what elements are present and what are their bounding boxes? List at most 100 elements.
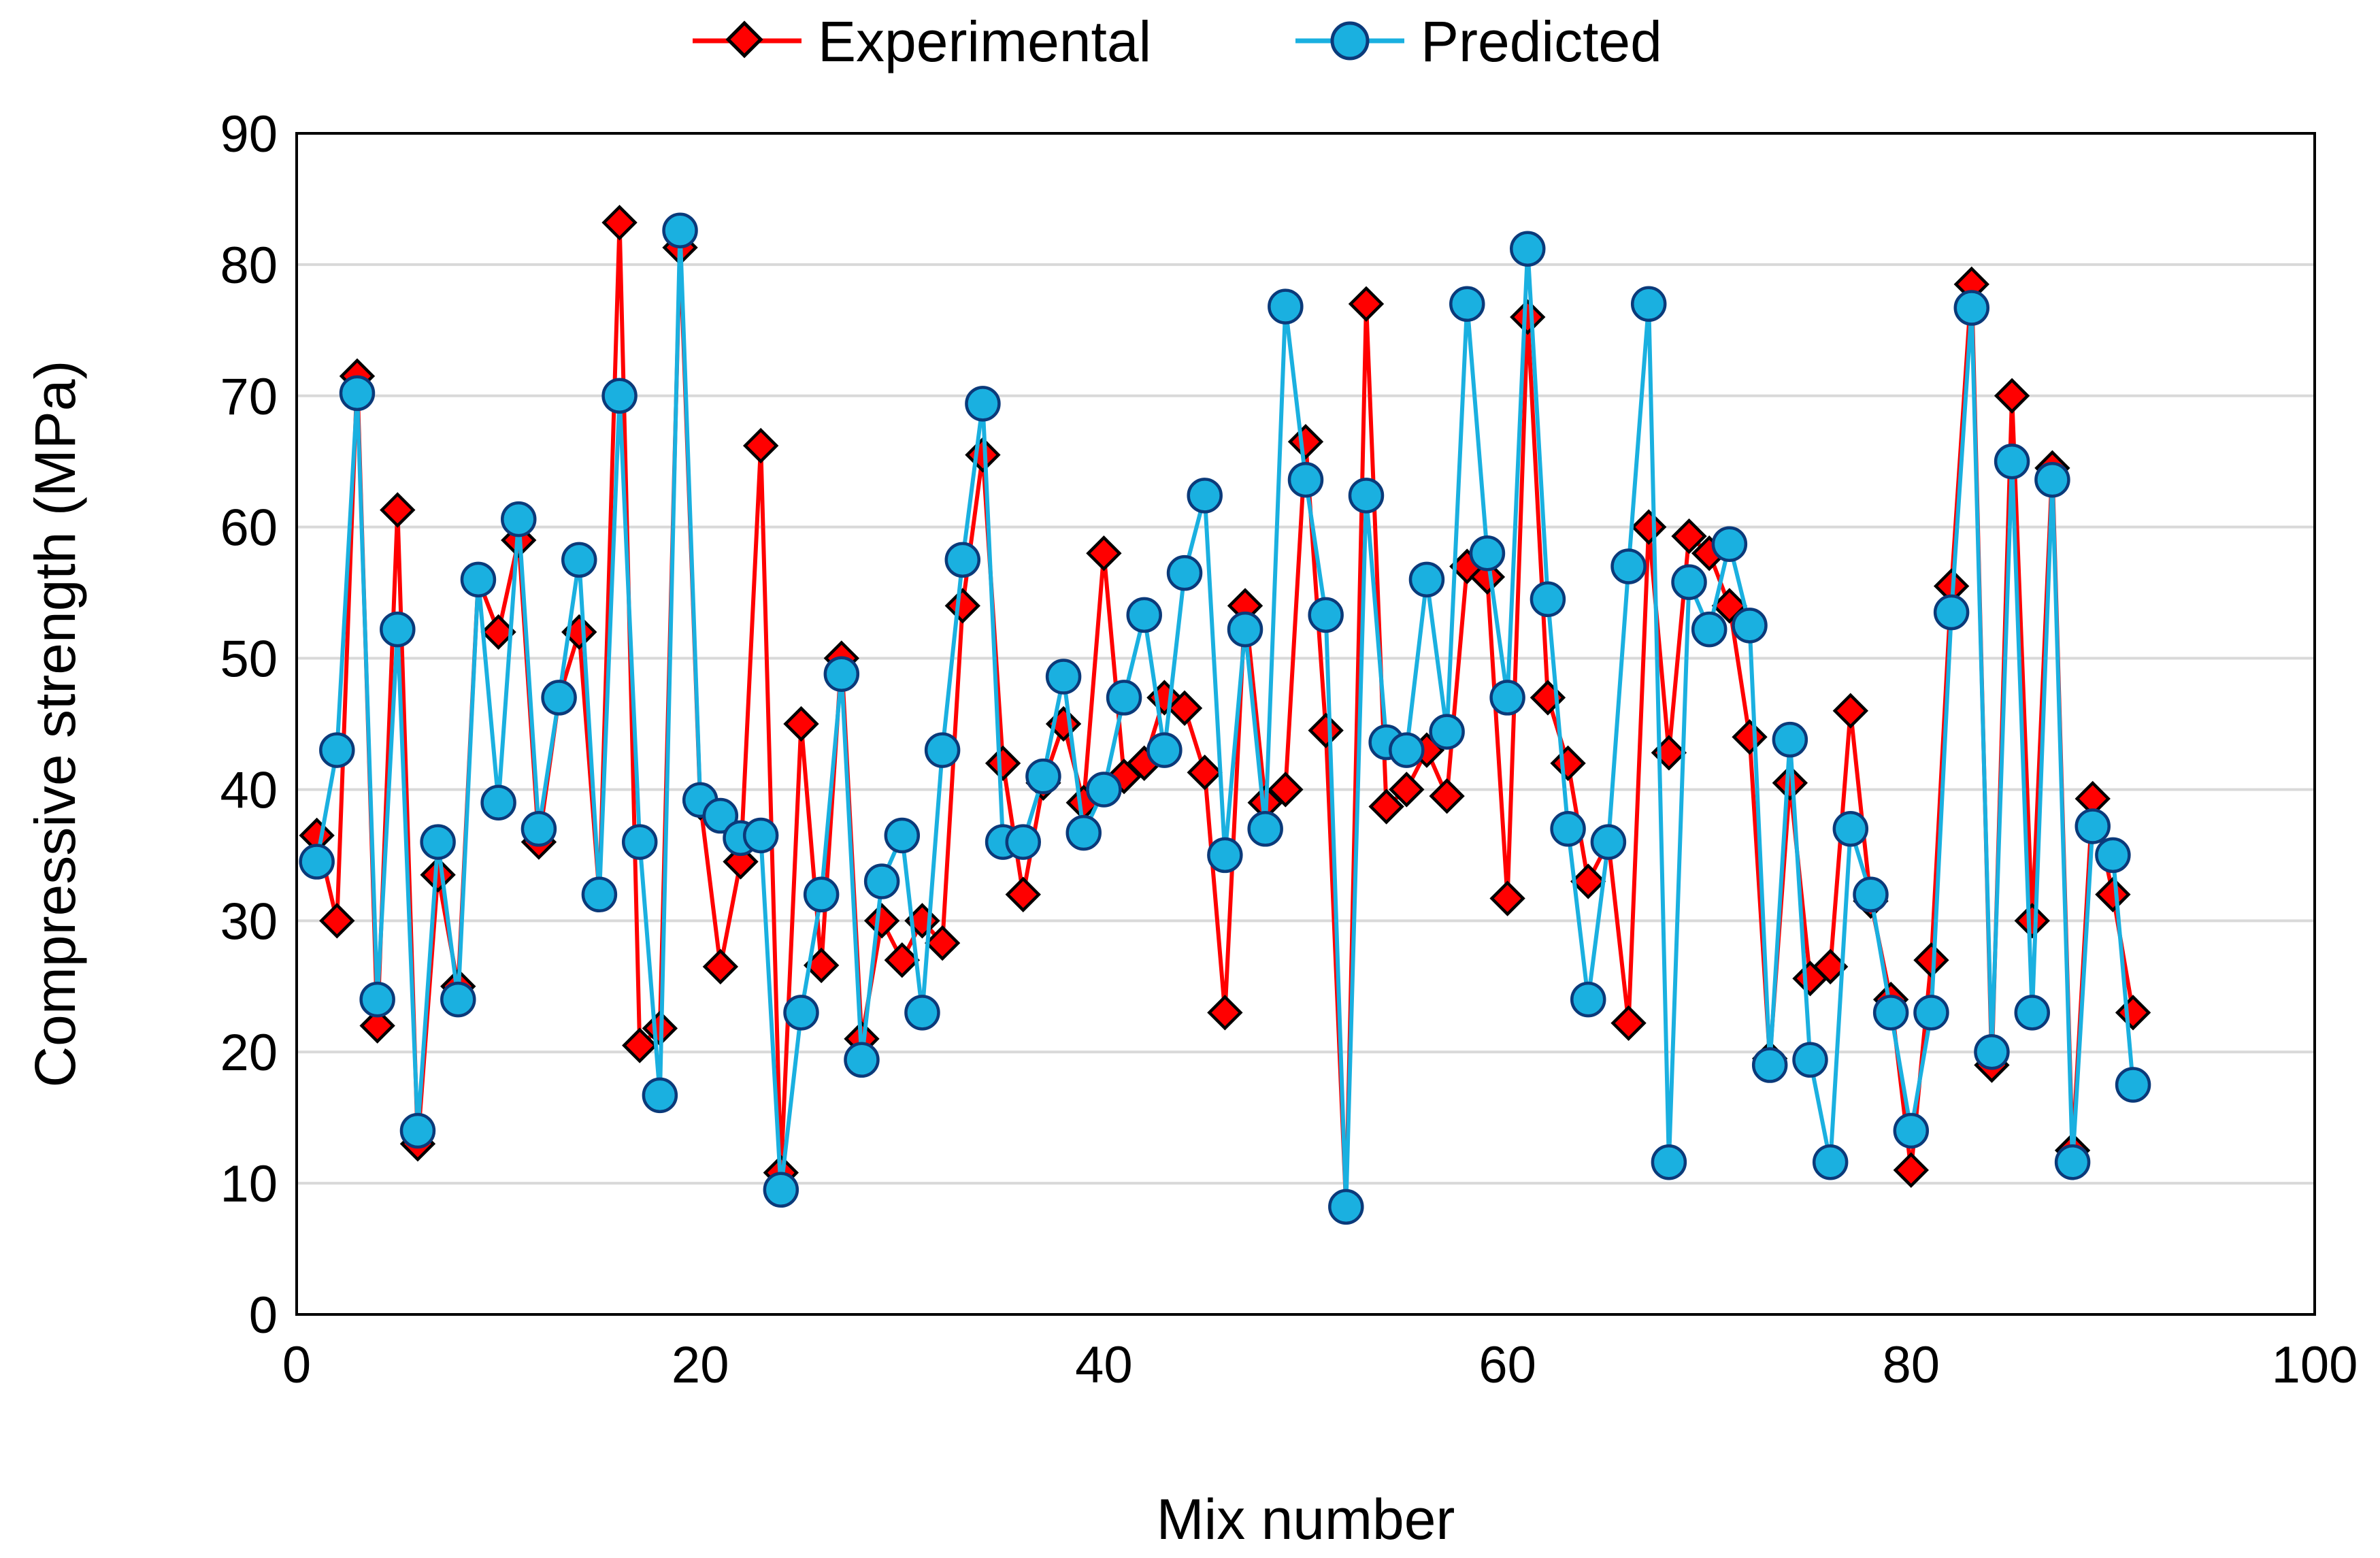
data-point-experimental-61 xyxy=(1510,299,1546,335)
data-point-experimental-57 xyxy=(1429,778,1465,814)
y-tick-label-60: 60 xyxy=(220,499,278,557)
data-point-predicted-64 xyxy=(1570,981,1606,1018)
data-point-experimental-74 xyxy=(1772,765,1808,801)
data-point-predicted-13 xyxy=(541,680,577,716)
data-point-predicted-1 xyxy=(299,844,335,880)
data-point-predicted-85 xyxy=(1994,443,2030,480)
y-tick-label-70: 70 xyxy=(220,368,278,426)
data-point-experimental-67 xyxy=(1631,509,1667,545)
data-point-experimental-85 xyxy=(1994,378,2030,414)
data-point-predicted-14 xyxy=(561,542,597,578)
data-point-predicted-72 xyxy=(1732,608,1768,644)
data-point-predicted-77 xyxy=(1832,811,1869,847)
x-tick-labels: 0 20 40 60 80 100 xyxy=(282,1336,2358,1394)
data-point-experimental-72 xyxy=(1732,719,1768,755)
data-point-predicted-32 xyxy=(924,732,961,768)
data-point-predicted-53 xyxy=(1348,478,1385,514)
data-point-predicted-21 xyxy=(702,797,739,834)
data-point-predicted-49 xyxy=(1268,288,1304,325)
data-point-experimental-69 xyxy=(1671,518,1707,554)
data-point-predicted-33 xyxy=(944,542,981,578)
data-point-predicted-89 xyxy=(2075,808,2111,844)
y-axis-title: Compressive strength (MPa) xyxy=(23,361,87,1088)
data-point-predicted-66 xyxy=(1610,548,1647,584)
data-point-predicted-7 xyxy=(420,824,456,860)
data-point-predicted-28 xyxy=(844,1042,880,1078)
data-point-experimental-55 xyxy=(1389,772,1425,808)
data-point-predicted-24 xyxy=(763,1172,799,1208)
y-tick-label-80: 80 xyxy=(220,237,278,295)
data-point-predicted-78 xyxy=(1853,876,1889,913)
data-point-predicted-82 xyxy=(1933,594,1970,631)
plot-area-frame xyxy=(295,132,2316,1316)
data-point-predicted-15 xyxy=(581,876,618,913)
data-point-predicted-70 xyxy=(1691,611,1728,648)
x-axis-title: Mix number xyxy=(1157,1487,1455,1551)
data-point-predicted-51 xyxy=(1308,597,1344,633)
data-point-predicted-18 xyxy=(642,1077,678,1114)
data-point-experimental-91 xyxy=(2115,995,2151,1031)
data-point-experimental-45 xyxy=(1187,755,1223,791)
data-point-predicted-52 xyxy=(1328,1189,1364,1225)
data-point-experimental-54 xyxy=(1368,789,1404,825)
data-point-predicted-55 xyxy=(1389,732,1425,768)
data-point-predicted-69 xyxy=(1671,564,1707,600)
data-point-predicted-44 xyxy=(1166,554,1203,591)
data-point-experimental-51 xyxy=(1308,712,1344,748)
data-point-predicted-34 xyxy=(965,386,1001,422)
y-tick-label-50: 50 xyxy=(220,631,278,689)
y-tick-label-30: 30 xyxy=(220,893,278,950)
data-point-predicted-29 xyxy=(863,863,900,899)
data-point-predicted-39 xyxy=(1065,814,1102,851)
data-point-experimental-36 xyxy=(1005,876,1041,912)
y-tick-label-40: 40 xyxy=(220,761,278,819)
data-point-predicted-37 xyxy=(1025,758,1061,795)
data-point-predicted-81 xyxy=(1913,995,1949,1031)
data-point-predicted-41 xyxy=(1106,680,1142,716)
x-tick-label-0: 0 xyxy=(282,1336,311,1394)
data-point-predicted-62 xyxy=(1530,581,1566,618)
data-point-experimental-35 xyxy=(985,745,1021,782)
data-point-predicted-26 xyxy=(803,876,840,913)
data-point-experimental-32 xyxy=(924,925,961,961)
data-point-experimental-29 xyxy=(863,903,900,939)
data-point-predicted-43 xyxy=(1146,732,1183,768)
data-point-experimental-50 xyxy=(1287,424,1324,460)
data-point-predicted-47 xyxy=(1227,611,1263,648)
data-point-predicted-84 xyxy=(1974,1033,2010,1070)
data-point-predicted-40 xyxy=(1086,772,1122,808)
data-point-predicted-48 xyxy=(1247,811,1283,847)
data-point-experimental-2 xyxy=(319,903,355,939)
data-point-experimental-25 xyxy=(783,706,819,742)
data-point-predicted-71 xyxy=(1711,526,1748,562)
data-point-predicted-9 xyxy=(460,561,497,598)
legend-marker-experimental xyxy=(725,20,763,59)
legend-item-experimental: Experimental xyxy=(693,10,1151,73)
data-point-predicted-80 xyxy=(1893,1112,1930,1149)
data-point-predicted-12 xyxy=(520,811,557,847)
y-tick-label-20: 20 xyxy=(220,1024,278,1082)
data-point-predicted-38 xyxy=(1045,659,1082,695)
data-point-experimental-81 xyxy=(1913,942,1949,978)
data-point-experimental-90 xyxy=(2095,876,2131,912)
data-point-predicted-87 xyxy=(2034,461,2070,498)
data-point-predicted-27 xyxy=(823,656,860,692)
data-point-predicted-67 xyxy=(1630,286,1667,322)
x-tick-label-40: 40 xyxy=(1075,1336,1133,1394)
data-point-predicted-65 xyxy=(1590,824,1627,860)
data-point-predicted-59 xyxy=(1469,535,1506,571)
data-point-predicted-83 xyxy=(1953,290,1990,326)
data-point-predicted-31 xyxy=(904,995,940,1031)
data-point-predicted-5 xyxy=(380,611,416,648)
data-point-predicted-63 xyxy=(1550,811,1586,847)
series-line-predicted xyxy=(314,228,2136,1209)
y-tick-label-90: 90 xyxy=(220,105,278,163)
data-point-experimental-80 xyxy=(1893,1152,1929,1189)
data-point-predicted-60 xyxy=(1489,680,1525,716)
data-point-predicted-45 xyxy=(1187,478,1223,514)
data-point-experimental-30 xyxy=(884,942,920,978)
data-point-predicted-11 xyxy=(501,501,537,537)
data-point-experimental-63 xyxy=(1550,745,1586,782)
data-point-predicted-8 xyxy=(440,981,476,1018)
